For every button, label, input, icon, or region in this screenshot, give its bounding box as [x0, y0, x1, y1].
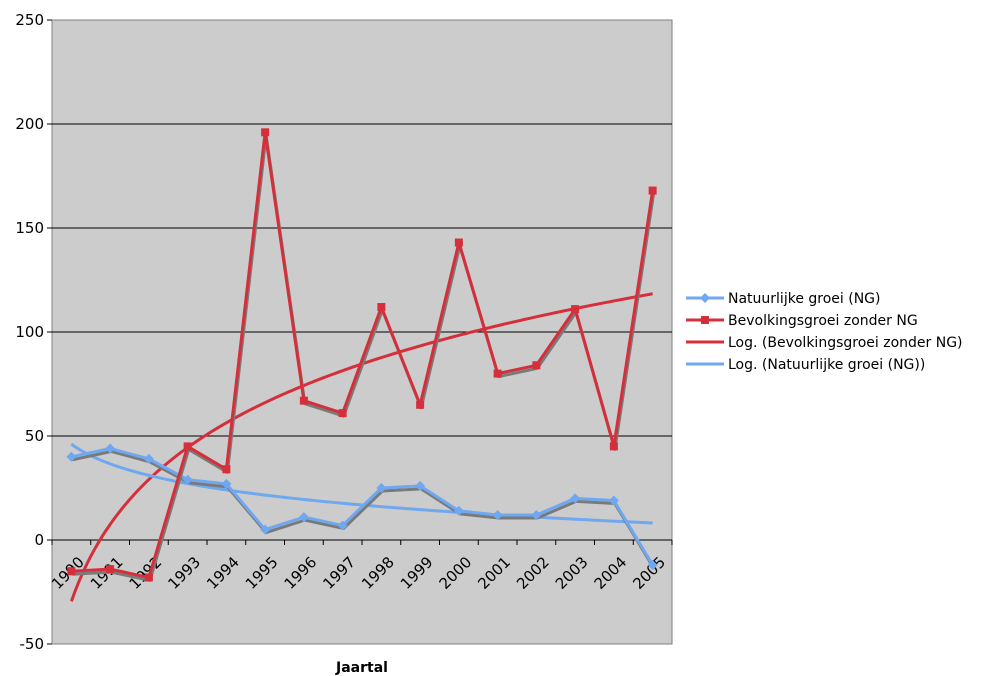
data-point	[493, 369, 502, 378]
data-point	[298, 512, 309, 523]
y-tick-label: -50	[20, 635, 45, 653]
data-point	[416, 400, 425, 409]
data-point	[647, 559, 658, 570]
data-point	[415, 480, 426, 491]
data-point	[261, 128, 270, 137]
series-shadow-1	[72, 133, 656, 582]
data-point	[608, 495, 619, 506]
data-point	[105, 443, 116, 454]
data-point	[648, 186, 657, 195]
y-tick-label: 50	[25, 427, 44, 445]
y-tick-label: 200	[15, 115, 44, 133]
data-point	[222, 465, 231, 474]
data-point	[221, 478, 232, 489]
data-point	[532, 361, 541, 370]
data-point	[106, 565, 115, 574]
data-point	[143, 453, 154, 464]
legend-label: Log. (Bevolkingsgroei zonder NG)	[728, 335, 963, 351]
data-point	[260, 524, 271, 535]
data-point	[376, 483, 387, 493]
legend-label: Bevolkingsgroei zonder NG	[728, 313, 918, 329]
y-tick-label: 250	[15, 11, 44, 29]
y-tick-label: 0	[34, 531, 44, 549]
x-axis-title: Jaartal	[335, 660, 388, 676]
data-point	[492, 510, 503, 521]
data-point	[377, 303, 386, 312]
data-point	[570, 493, 581, 504]
series-shadow-0	[72, 449, 655, 569]
data-point	[183, 442, 192, 451]
legend-label: Log. (Natuurlijke groei (NG))	[728, 357, 925, 373]
y-tick-label: 100	[15, 323, 44, 341]
data-point	[338, 409, 347, 418]
legend-label: Natuurlijke groei (NG)	[728, 291, 880, 307]
data-point	[571, 305, 580, 314]
y-tick-label: 150	[15, 219, 44, 237]
data-point	[453, 505, 464, 516]
data-point	[67, 567, 76, 576]
series-lines	[66, 128, 658, 582]
data-point	[609, 442, 618, 451]
data-point	[531, 510, 542, 521]
data-point	[66, 451, 77, 462]
series-line-0	[71, 446, 654, 566]
y-axis-ticks: -50 0 50 100 150 200 250	[15, 11, 52, 653]
series-line-1	[71, 130, 655, 579]
legend-swatch-marker	[700, 293, 710, 303]
data-point	[299, 396, 308, 405]
data-point	[182, 474, 193, 485]
data-point	[144, 573, 153, 582]
legend: Natuurlijke groei (NG) Bevolkingsgroei zo…	[686, 291, 963, 373]
legend-swatch-marker	[701, 316, 709, 324]
data-point	[337, 520, 348, 531]
data-point	[454, 238, 463, 247]
